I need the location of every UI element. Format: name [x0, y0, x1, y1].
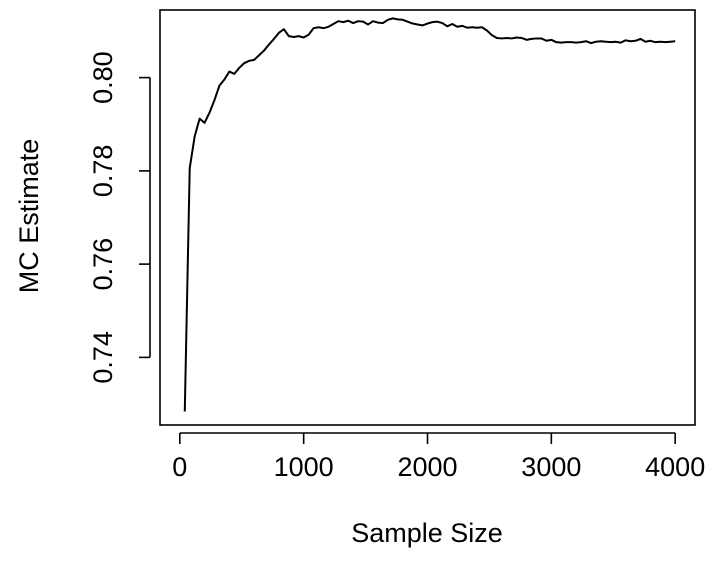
y-tick-label: 0.80 [88, 51, 118, 104]
y-tick-label: 0.74 [88, 331, 118, 384]
x-tick-label: 2000 [397, 452, 457, 482]
plot-frame [159, 9, 696, 426]
y-axis: 0.74 0.76 0.78 0.80 [88, 51, 151, 384]
series-layer [183, 17, 676, 412]
x-tick-label: 4000 [645, 452, 705, 482]
y-tick-label: 0.76 [88, 238, 118, 291]
x-tick-label: 0 [172, 452, 187, 482]
y-axis-title: MC Estimate [14, 139, 44, 294]
x-axis-title: Sample Size [351, 518, 503, 548]
x-axis: 0 1000 2000 3000 4000 [172, 432, 705, 482]
y-tick-label: 0.78 [88, 145, 118, 198]
series-line-0 [183, 17, 676, 412]
x-tick-label: 1000 [274, 452, 334, 482]
x-tick-label: 3000 [521, 452, 581, 482]
